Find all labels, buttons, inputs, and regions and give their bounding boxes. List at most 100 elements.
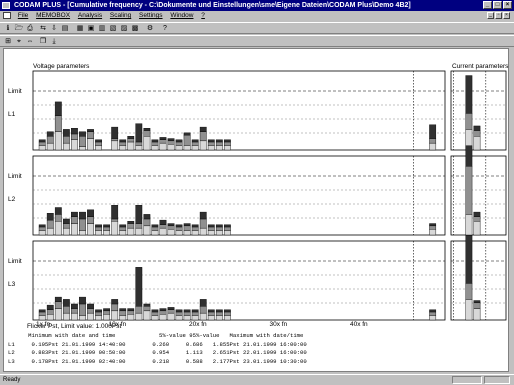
bar xyxy=(143,214,151,220)
bar xyxy=(54,207,62,215)
bar xyxy=(429,142,437,151)
bar xyxy=(62,129,70,137)
maximize-icon[interactable]: □ xyxy=(493,1,502,9)
settings-icon[interactable]: ⚙ xyxy=(146,25,154,32)
bar xyxy=(199,126,207,132)
bar xyxy=(159,227,167,236)
bar xyxy=(167,307,175,310)
bar xyxy=(111,138,119,142)
copy-icon[interactable]: ❐ xyxy=(39,38,47,45)
bar xyxy=(167,229,175,236)
bar xyxy=(127,141,135,151)
analysis-icon[interactable]: ▤ xyxy=(61,25,69,32)
bar xyxy=(215,139,223,143)
bar xyxy=(191,141,199,146)
bar xyxy=(127,310,135,315)
summary-caption: Flicker Pst, Limit value: 1.000Pst xyxy=(27,323,122,330)
bar xyxy=(207,315,215,321)
menu-bar: File MEMOBOX Analysis Scaling Settings W… xyxy=(0,11,514,21)
bar xyxy=(135,123,143,143)
x-tick-label: 10x fn xyxy=(108,321,126,328)
open-folder-icon[interactable]: 🗁 xyxy=(14,25,24,32)
bar xyxy=(473,300,481,304)
bar xyxy=(175,139,183,143)
bar xyxy=(183,309,191,313)
table-icon[interactable]: ▣ xyxy=(87,25,95,32)
menu-help[interactable]: ? xyxy=(201,12,205,19)
bar xyxy=(71,139,78,151)
bar xyxy=(38,309,46,313)
bar xyxy=(46,131,54,137)
zoom-icon[interactable]: ⊞ xyxy=(5,38,11,45)
bar xyxy=(95,141,102,146)
menu-analysis[interactable]: Analysis xyxy=(77,12,103,19)
menu-scaling[interactable]: Scaling xyxy=(109,12,132,19)
bar xyxy=(79,218,86,231)
connect-icon[interactable]: ⇆ xyxy=(40,25,46,32)
bar xyxy=(143,306,151,312)
bar xyxy=(429,225,437,230)
bar xyxy=(119,224,127,228)
bar xyxy=(79,131,86,137)
menu-file[interactable]: File xyxy=(17,12,29,19)
bar xyxy=(95,139,102,143)
menu-settings[interactable]: Settings xyxy=(139,12,163,19)
bar xyxy=(95,230,102,236)
doc-close-icon[interactable]: × xyxy=(503,12,510,19)
chart-icon[interactable]: ▦ xyxy=(76,25,84,32)
help-icon[interactable]: ? xyxy=(163,25,167,32)
cumulative-frequency-chart: Voltage parameters Current parameters Li… xyxy=(8,63,509,328)
bar xyxy=(465,113,473,130)
bar xyxy=(79,146,86,151)
bar xyxy=(465,166,473,215)
limit-label: Limit xyxy=(8,258,22,265)
bar xyxy=(199,211,207,220)
list-icon[interactable]: ▨ xyxy=(120,25,128,32)
transfer-icon[interactable]: ⇩ xyxy=(51,25,57,32)
document-icon[interactable] xyxy=(3,11,11,19)
bar xyxy=(54,214,62,222)
bar xyxy=(95,224,102,228)
title-bar[interactable]: CODAM PLUS - [Cumulative frequency - C:\… xyxy=(0,0,514,11)
menu-memobox[interactable]: MEMOBOX xyxy=(36,12,71,19)
minimize-icon[interactable]: _ xyxy=(483,1,492,9)
bar xyxy=(62,142,70,151)
bar xyxy=(215,230,223,236)
export-icon[interactable]: ⤓ xyxy=(52,38,56,45)
bar xyxy=(71,128,78,135)
close-icon[interactable]: × xyxy=(503,1,512,9)
bar xyxy=(191,226,199,231)
bar xyxy=(71,211,78,217)
cursor-icon[interactable]: ⌖ xyxy=(17,38,21,45)
doc-minimize-icon[interactable]: _ xyxy=(487,12,494,19)
doc-restore-icon[interactable]: ▫ xyxy=(495,12,502,19)
current-section-label: Current parameters xyxy=(452,63,509,70)
bar xyxy=(87,223,94,236)
bar xyxy=(143,136,151,151)
graph-icon[interactable]: ▧ xyxy=(109,25,117,32)
menu-window[interactable]: Window xyxy=(170,12,194,19)
bar xyxy=(46,304,54,310)
bar xyxy=(38,145,46,151)
status-panel xyxy=(484,376,510,384)
report-icon[interactable]: ▥ xyxy=(98,25,106,32)
print-icon[interactable]: ⎙ xyxy=(27,25,33,32)
bar xyxy=(127,138,135,143)
bar xyxy=(159,224,167,229)
info-icon[interactable]: ℹ xyxy=(6,25,10,32)
bar xyxy=(71,133,78,140)
bar xyxy=(87,303,94,309)
bar xyxy=(127,136,135,139)
bar xyxy=(223,315,231,321)
phase-label-l2: L2 xyxy=(8,196,16,203)
bar xyxy=(473,308,481,321)
bar xyxy=(223,311,231,316)
summary-icon[interactable]: ▩ xyxy=(131,25,139,32)
scale-icon[interactable]: ⇔ xyxy=(26,38,34,45)
app-icon[interactable] xyxy=(2,2,10,9)
bar xyxy=(183,223,191,227)
bar xyxy=(62,299,70,307)
bar xyxy=(103,224,111,228)
bar xyxy=(135,227,143,236)
bar xyxy=(71,223,78,236)
